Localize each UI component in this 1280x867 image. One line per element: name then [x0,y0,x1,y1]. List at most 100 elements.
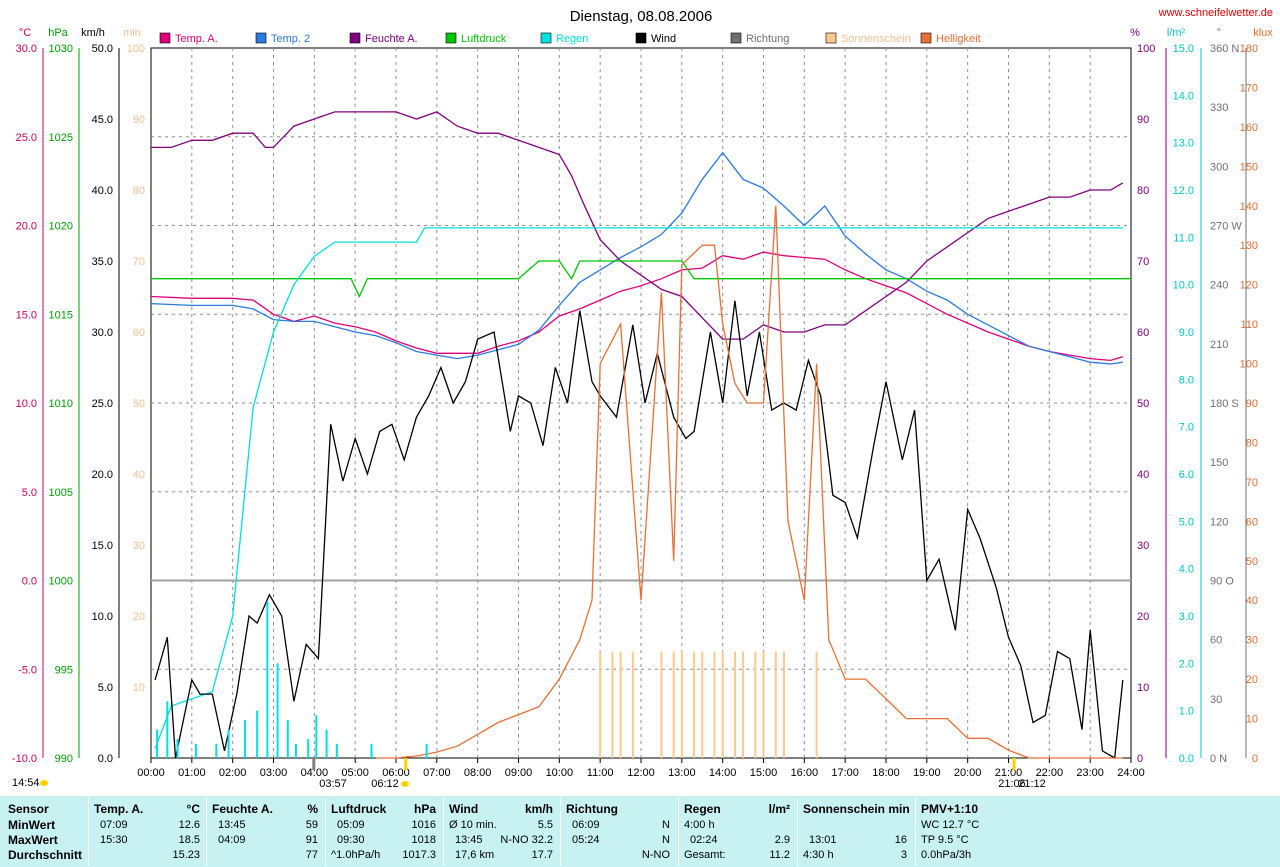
temp-tick-label: -5.0 [18,664,37,676]
hpa-tick-label: 995 [55,664,73,676]
klux-tick-label: 30 [1246,635,1258,647]
klux-tick-label: 0 [1252,753,1258,765]
hour-tick-label: 17:00 [831,767,859,779]
min-tick-label: 70 [133,256,145,268]
hour-tick-label: 00:00 [137,767,165,779]
rain-tick-label: 5.0 [1179,516,1194,528]
stats-value: N-NO 32.2 [500,834,553,846]
rain-tick-label: 12.0 [1173,185,1194,197]
stats-value: 2.9 [774,834,790,846]
temp-tick-label: 25.0 [16,132,37,144]
unit-label: hPa [48,27,68,39]
stats-col-pmv: PMV+1:10 WC 12.7 °C TP 9.5 °C 0.0hPa/3h [921,796,1041,867]
klux-tick-label: 40 [1246,595,1258,607]
legend-swatch [825,32,837,44]
stats-time: 13:45 [218,819,246,831]
sunrise-label: 06:12 [371,778,399,790]
legend-swatch [730,32,742,44]
stats-duration: 4:30 h [803,849,834,861]
hour-tick-label: 13:00 [668,767,696,779]
sunrise-marker [404,758,408,770]
hpa-tick-label: 1025 [49,132,73,144]
min-tick-label: 80 [133,185,145,197]
temp-tick-label: -10.0 [12,753,37,765]
stats-col-feuchte: Feuchte A. % 13:45 59 04:09 91 77 [212,796,318,867]
rain-tick-label: 15.0 [1173,43,1194,55]
stats-col-sonne: Sonnenschein min 13:01 16 4:30 h 3 [803,796,910,867]
klux-tick-label: 150 [1240,161,1258,173]
legend-label: Sonnenschein [841,33,911,45]
kmh-tick-label: 0.0 [98,753,113,765]
sun-icon [40,780,48,786]
kmh-tick-label: 25.0 [92,398,113,410]
stats-total-label: Gesamt: [684,849,726,861]
legend: Temp. A. Temp. 2 Feuchte A. Luftdruck Regen W… [159,32,981,45]
hpa-tick-label: 1015 [49,309,73,321]
stats-distance: 17,6 km [455,849,495,861]
dir-tick-label: 240 [1210,280,1228,292]
unit-label: klux [1253,27,1273,39]
hour-tick-label: 12:00 [627,767,655,779]
stats-row-label: MinWert [8,818,56,832]
rain-tick-label: 14.0 [1173,90,1194,102]
stats-value: 3 [900,849,907,861]
klux-tick-label: 80 [1246,437,1258,449]
series-wind [154,300,1124,760]
stats-value: N [662,819,670,831]
legend-label: Temp. 2 [271,33,310,45]
stats-time: 05:09 [337,819,365,831]
rain-tick-label: 2.0 [1179,658,1194,670]
series-helligkeit [375,205,1123,759]
rain-tick-label: 1.0 [1179,706,1194,718]
stats-col-wind: Wind km/h Ø 10 min. 5.5 13:45 N-NO 32.2 … [449,796,553,867]
min-tick-label: 100 [127,43,145,55]
stats-unit-feuchte: % [307,802,318,816]
legend-label: Regen [556,33,588,45]
stats-value: 5.5 [537,819,553,831]
klux-tick-label: 20 [1246,674,1258,686]
legend-label: Richtung [746,33,789,45]
series-luftdruck [151,260,1131,299]
stats-col-luftdruck: Luftdruck hPa 05:09 1016 09:30 1018 ^1.0… [331,796,436,867]
rain-tick-label: 8.0 [1179,374,1194,386]
hour-tick-label: 19:00 [913,767,941,779]
klux-tick-label: 140 [1240,201,1258,213]
klux-tick-label: 130 [1240,240,1258,252]
dir-tick-label: 120 [1210,516,1228,528]
kmh-tick-label: 40.0 [92,185,113,197]
klux-tick-label: 70 [1246,477,1258,489]
temp-tick-label: 15.0 [16,309,37,321]
rain-tick-label: 6.0 [1179,469,1194,481]
temp-tick-label: 5.0 [22,487,37,499]
legend-swatch [159,32,171,44]
stats-col-richtung: Richtung 06:09 N 05:24 N N-NO [566,796,670,867]
stats-unit-temp: °C [186,802,200,816]
stats-unit-wind: km/h [524,802,553,816]
stats-value: 11.2 [769,849,790,861]
pct-tick-label: 60 [1137,327,1149,339]
min-tick-label: 40 [133,469,145,481]
hpa-tick-label: 1005 [49,487,73,499]
stats-time: 13:01 [809,834,837,846]
hpa-tick-label: 1030 [49,43,73,55]
legend-label: Feuchte A. [365,33,418,45]
pct-tick-label: 50 [1137,398,1149,410]
series-temp-a- [150,251,1123,362]
stats-col-temp: Temp. A. °C 07:09 12.6 15:30 18.5 15.23 [94,796,200,867]
klux-tick-label: 60 [1246,516,1258,528]
min-tick-label: 10 [133,682,145,694]
min-tick-label: 50 [133,398,145,410]
hour-tick-label: 05:00 [341,767,369,779]
stats-col-regen: Regen l/m² 4:00 h 02:24 2.9 Gesamt: 11.2 [684,796,790,867]
klux-tick-label: 170 [1240,82,1258,94]
site-link[interactable]: www.schneifelwetter.de [1158,7,1273,19]
hour-tick-label: 16:00 [791,767,819,779]
hour-tick-label: 23:00 [1076,767,1104,779]
rain-tick-label: 9.0 [1179,327,1194,339]
temp-tick-label: 30.0 [16,43,37,55]
rain-tick-label: 10.0 [1173,280,1194,292]
pct-tick-label: 0 [1137,753,1143,765]
stats-header-regen: Regen [684,802,721,816]
stats-header-temp: Temp. A. [94,802,144,816]
